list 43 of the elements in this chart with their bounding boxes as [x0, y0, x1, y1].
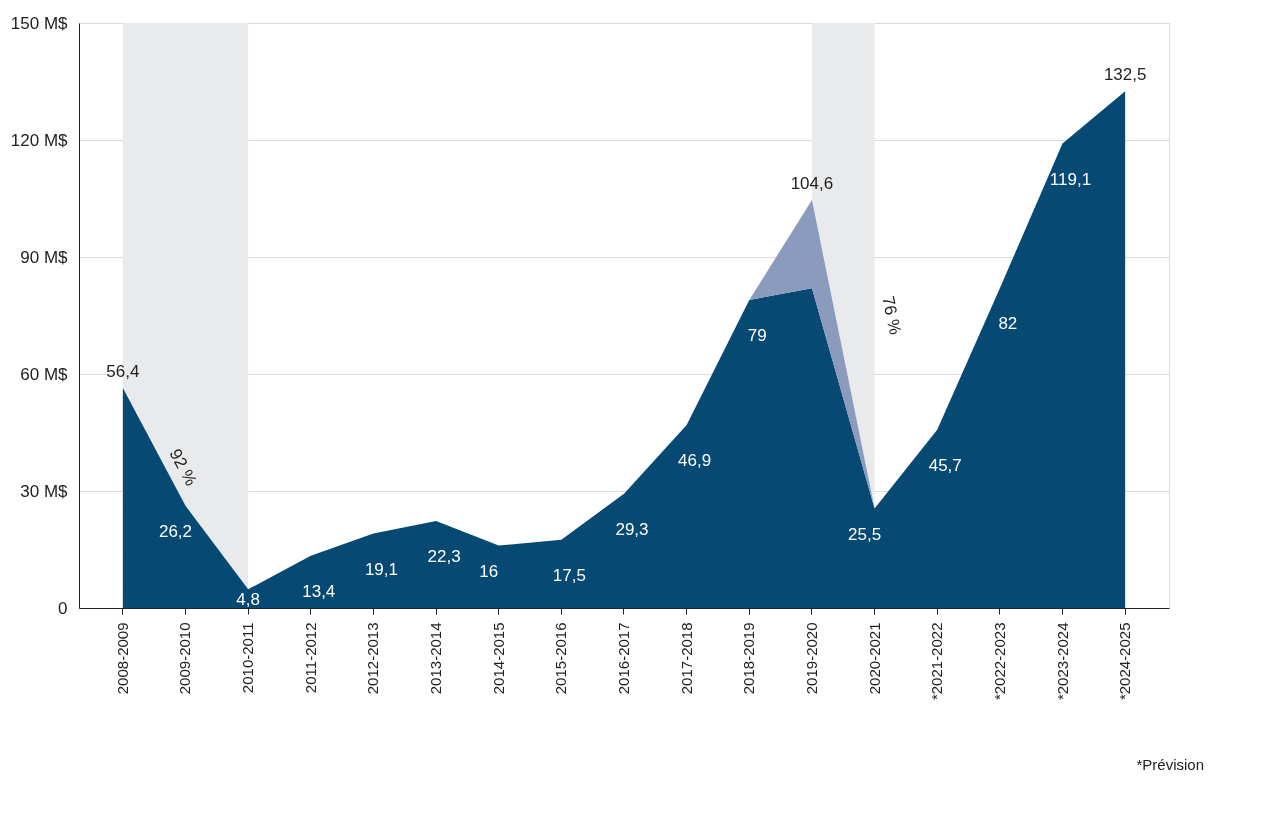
x-tick-label: *2021-2022 — [928, 622, 946, 701]
data-label: 79 — [747, 325, 767, 345]
data-label: 132,5 — [1103, 65, 1147, 85]
x-tick-label: 2014-2015 — [489, 622, 507, 695]
data-label: 82 — [998, 314, 1018, 334]
x-tick-label: 2009-2010 — [176, 622, 194, 695]
y-tick-label: 150 M$ — [10, 13, 69, 33]
y-tick-label: 120 M$ — [10, 130, 69, 150]
x-tick-label: 2013-2014 — [427, 622, 445, 695]
annotation: 92 % — [165, 445, 201, 489]
data-label: 25,5 — [848, 524, 882, 544]
x-tick-label: 2018-2019 — [740, 622, 758, 695]
data-label: 22,3 — [427, 547, 461, 567]
x-tick-label: 2015-2016 — [552, 622, 570, 695]
x-tick-label: 2012-2013 — [364, 622, 382, 695]
text: *Prévision — [1136, 756, 1204, 773]
annotation: 76 % — [878, 294, 905, 337]
data-label: 46,9 — [678, 451, 712, 471]
x-tick-label: *2023-2024 — [1053, 622, 1071, 701]
data-label: 26,2 — [158, 521, 193, 541]
x-tick-label: 2008-2009 — [113, 622, 131, 695]
x-tick-label: 2020-2021 — [865, 622, 883, 695]
x-tick-label: *2024-2025 — [1116, 622, 1134, 701]
data-label: 16 — [479, 561, 499, 581]
data-label: 119,1 — [1049, 169, 1092, 189]
data-label: 17,5 — [552, 565, 586, 585]
x-tick-label: 2016-2017 — [615, 622, 632, 695]
x-tick-label: 2019-2020 — [802, 622, 820, 695]
x-tick-label: 2017-2018 — [677, 622, 695, 695]
data-label: 4,8 — [236, 590, 260, 610]
data-label: 29,3 — [615, 519, 649, 539]
x-tick-label: 2010-2011 — [239, 622, 257, 694]
x-tick-label: 2011-2012 — [301, 622, 319, 694]
data-label: 13,4 — [302, 581, 336, 601]
y-tick-label: 60 M$ — [20, 364, 69, 384]
annotation: 104,6 — [790, 174, 834, 194]
data-label: 56,4 — [106, 362, 140, 382]
y-tick-label: 0 — [58, 598, 68, 618]
x-tick-label: *2022-2023 — [990, 622, 1008, 701]
y-tick-label: 90 M$ — [20, 247, 69, 267]
data-label: 45,7 — [928, 455, 962, 475]
data-label: 19,1 — [364, 559, 398, 579]
y-tick-label: 30 M$ — [20, 481, 69, 501]
